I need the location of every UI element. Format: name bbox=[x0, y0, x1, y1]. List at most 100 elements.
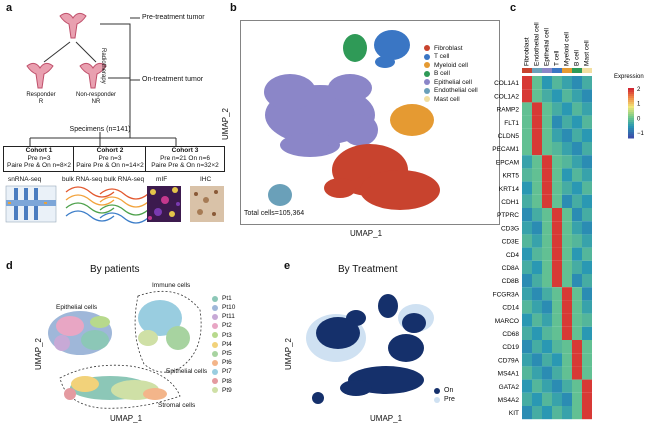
heatmap-cell bbox=[582, 274, 592, 288]
heatmap-cell bbox=[582, 89, 592, 103]
heatmap-legend-swatch bbox=[628, 96, 634, 99]
heatmap-row-label: RAMP2 bbox=[497, 107, 520, 114]
heatmap-cell bbox=[562, 234, 572, 248]
heatmap-cell bbox=[572, 76, 582, 90]
legend-item: Pre bbox=[434, 395, 455, 404]
panel-e-label: e bbox=[284, 260, 291, 272]
heatmap-cell bbox=[562, 194, 572, 208]
uterus-icon bbox=[59, 12, 87, 39]
legend-label: Fibroblast bbox=[434, 44, 463, 52]
heatmap-legend-swatch bbox=[628, 92, 634, 95]
heatmap-cell bbox=[532, 76, 542, 90]
heatmap-cell bbox=[552, 208, 562, 222]
heatmap-cell bbox=[562, 406, 572, 420]
heatmap-cell bbox=[562, 326, 572, 340]
panel-b-umap bbox=[240, 20, 500, 225]
legend-swatch bbox=[212, 304, 218, 311]
legend-label: Pt7 bbox=[222, 368, 232, 376]
pre-treatment-label: Pre-treatment tumor bbox=[142, 14, 205, 21]
nonresponder-label: Non-responder bbox=[75, 92, 117, 98]
heatmap-cell bbox=[572, 168, 582, 182]
cohort-line: Paire Pre & On n=32×2 bbox=[151, 162, 219, 169]
heatmap-cell bbox=[532, 234, 542, 248]
heatmap-cell bbox=[522, 260, 532, 274]
heatmap-cell bbox=[542, 194, 552, 208]
e-xlabel: UMAP_1 bbox=[370, 414, 403, 423]
heatmap-cell bbox=[522, 300, 532, 314]
heatmap-cell bbox=[552, 168, 562, 182]
heatmap-cell bbox=[582, 76, 592, 90]
heatmap-col-color bbox=[562, 68, 572, 73]
legend-label: Epithelial cell bbox=[434, 78, 472, 86]
legend-label: Mast cell bbox=[434, 95, 460, 103]
heatmap-cell bbox=[542, 326, 552, 340]
rna-seq-curves-icon bbox=[65, 186, 115, 222]
heatmap-cell bbox=[562, 168, 572, 182]
heatmap-cell bbox=[542, 274, 552, 288]
mif-image bbox=[147, 186, 181, 222]
cohort-line: Pre n=21 On n=6 bbox=[160, 154, 210, 162]
heatmap-cell bbox=[532, 102, 542, 116]
heatmap-cell bbox=[542, 102, 552, 116]
heatmap-cell bbox=[572, 115, 582, 129]
heatmap-legend-swatch bbox=[628, 108, 634, 111]
heatmap-cell bbox=[532, 379, 542, 393]
heatmap-cell bbox=[562, 142, 572, 156]
heatmap-cell bbox=[582, 392, 592, 406]
heatmap-row-label: MARCO bbox=[495, 318, 519, 325]
heatmap-legend-swatch bbox=[628, 100, 634, 103]
cohort-title: Cohort 2 bbox=[96, 147, 124, 154]
heatmap-legend-title: Expression bbox=[614, 74, 644, 80]
heatmap-cell bbox=[522, 274, 532, 288]
panel-d-umap bbox=[48, 290, 202, 409]
heatmap-cell bbox=[542, 392, 552, 406]
heatmap-cell bbox=[582, 234, 592, 248]
panel-e-umap bbox=[306, 294, 434, 404]
heatmap-row-label: CD3E bbox=[502, 239, 520, 246]
heatmap-cell bbox=[572, 194, 582, 208]
heatmap-cell bbox=[552, 313, 562, 327]
heatmap-col-color bbox=[582, 68, 592, 73]
cohort-line: Pre n=3 bbox=[98, 154, 122, 162]
legend-item: Pt8 bbox=[212, 377, 252, 386]
cohort-line: Paire Pre & On n=8×2 bbox=[7, 162, 71, 169]
heatmap-cell bbox=[582, 221, 592, 235]
legend-label: Pt2 bbox=[222, 322, 232, 330]
heatmap-legend-swatch bbox=[628, 112, 634, 115]
heatmap-legend-tick: 1 bbox=[637, 102, 641, 108]
cohort-3-box: Cohort 3 Pre n=21 On n=6 Paire Pre & On … bbox=[145, 146, 225, 172]
heatmap-cell bbox=[572, 313, 582, 327]
heatmap-cell bbox=[542, 142, 552, 156]
heatmap-legend-swatch bbox=[628, 102, 634, 105]
legend-item: On bbox=[434, 386, 455, 395]
heatmap-cell bbox=[532, 128, 542, 142]
heatmap-cell bbox=[532, 260, 542, 274]
legend-label: Pt3 bbox=[222, 331, 232, 339]
legend-swatch bbox=[212, 369, 218, 376]
heatmap-cell bbox=[542, 115, 552, 129]
heatmap-col-color bbox=[572, 68, 582, 73]
heatmap-cell bbox=[522, 128, 532, 142]
legend-label: B cell bbox=[434, 70, 450, 77]
d-annotation: Immune cells bbox=[152, 282, 191, 289]
heatmap-cell bbox=[522, 353, 532, 367]
heatmap-cell bbox=[572, 379, 582, 393]
cohort-title: Cohort 1 bbox=[25, 147, 53, 154]
heatmap-cell bbox=[582, 379, 592, 393]
b-ylabel: UMAP_2 bbox=[221, 107, 230, 140]
legend-swatch bbox=[212, 323, 218, 330]
legend-item: Epithelial cell bbox=[424, 78, 504, 87]
heatmap-cell bbox=[552, 392, 562, 406]
heatmap-col-label: Mast cell bbox=[584, 40, 591, 66]
cohort-line: Paire Pre & On n=14×2 bbox=[76, 162, 144, 169]
cluster-t-cell bbox=[374, 30, 410, 68]
panel-c-label: c bbox=[510, 2, 517, 14]
b-xlabel: UMAP_1 bbox=[350, 229, 383, 238]
heatmap-col-color bbox=[532, 68, 542, 73]
heatmap-cell bbox=[562, 102, 572, 116]
heatmap-cell bbox=[522, 168, 532, 182]
heatmap-legend-swatch bbox=[628, 136, 634, 139]
panel-b-legend: Fibroblast T cell Myeloid cell B cell Ep… bbox=[424, 44, 504, 104]
heatmap-row-label: FCGR3A bbox=[493, 291, 520, 298]
heatmap-cell bbox=[532, 406, 542, 420]
